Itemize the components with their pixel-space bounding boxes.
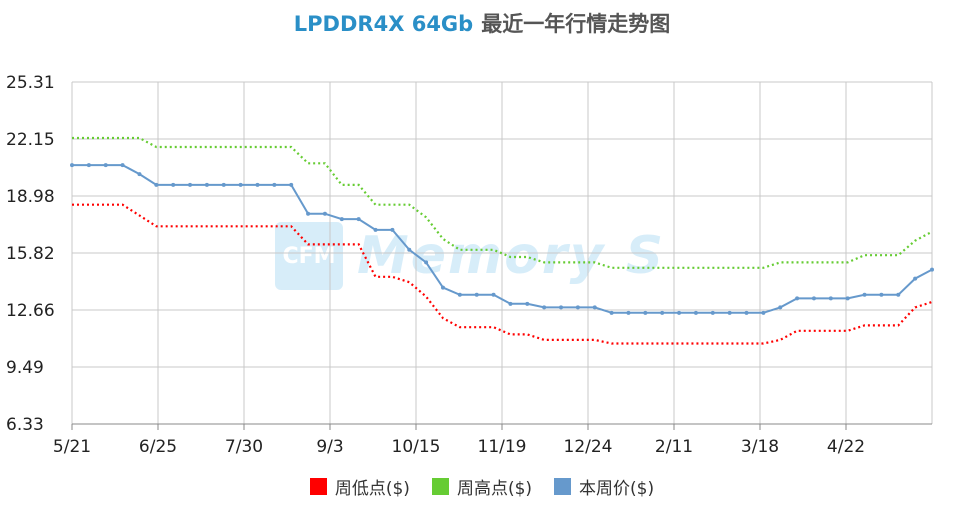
series-point-2 bbox=[795, 296, 800, 301]
x-tick-label: 5/21 bbox=[53, 437, 91, 457]
y-tick-label: 22.15 bbox=[6, 130, 55, 150]
series-point-2 bbox=[845, 296, 850, 301]
series-point-2 bbox=[592, 305, 597, 310]
legend-item-low[interactable]: 周低点($) bbox=[309, 474, 410, 499]
series-point-2 bbox=[677, 310, 682, 315]
x-tick-label: 11/19 bbox=[478, 437, 527, 457]
series-point-2 bbox=[188, 182, 193, 187]
x-tick-label: 4/22 bbox=[827, 437, 865, 457]
y-tick-label: 15.82 bbox=[6, 244, 55, 264]
series-point-2 bbox=[761, 310, 766, 315]
x-tick-label: 6/25 bbox=[139, 437, 177, 457]
series-point-2 bbox=[390, 227, 395, 232]
legend-item-high[interactable]: 周高点($) bbox=[431, 474, 533, 499]
series-line-2 bbox=[72, 164, 933, 314]
series-point-2 bbox=[744, 310, 749, 315]
series-point-2 bbox=[879, 292, 884, 297]
x-tick-label: 3/18 bbox=[741, 437, 779, 457]
series-point-2 bbox=[828, 296, 833, 301]
series-point-2 bbox=[862, 292, 867, 297]
series-point-2 bbox=[289, 182, 294, 187]
series-point-2 bbox=[171, 182, 176, 187]
series-point-2 bbox=[710, 310, 715, 315]
series-point-2 bbox=[727, 310, 732, 315]
series-point-2 bbox=[154, 182, 159, 187]
series-point-2 bbox=[407, 247, 412, 252]
legend-swatch-current bbox=[554, 478, 572, 495]
series-line-1 bbox=[72, 136, 933, 269]
legend-swatch-high bbox=[431, 478, 449, 495]
y-tick-label: 9.49 bbox=[6, 358, 44, 378]
series-point-2 bbox=[542, 305, 547, 310]
y-tick-label: 6.33 bbox=[6, 415, 44, 435]
series-point-2 bbox=[778, 305, 783, 310]
x-tick-label: 10/15 bbox=[392, 437, 441, 457]
series-point-2 bbox=[559, 305, 564, 310]
series-point-2 bbox=[238, 182, 243, 187]
series-point-2 bbox=[811, 296, 816, 301]
legend: 周低点($) 周高点($) 本周价($) bbox=[0, 474, 964, 499]
series-point-2 bbox=[424, 260, 429, 265]
chart-title-product: LPDDR4X 64Gb bbox=[293, 12, 474, 36]
series-point-2 bbox=[930, 267, 934, 272]
y-tick-label: 25.31 bbox=[6, 73, 55, 93]
series-point-2 bbox=[609, 310, 614, 315]
x-tick-label: 7/30 bbox=[225, 437, 263, 457]
y-tick-label: 12.66 bbox=[6, 301, 55, 321]
watermark-logo-icon: CFM bbox=[275, 222, 343, 290]
series-point-2 bbox=[255, 182, 260, 187]
legend-item-current[interactable]: 本周价($) bbox=[554, 474, 654, 499]
series-point-2 bbox=[120, 163, 125, 168]
series-point-2 bbox=[221, 182, 226, 187]
series-point-2 bbox=[457, 292, 462, 297]
series-point-2 bbox=[356, 217, 361, 222]
series-point-2 bbox=[339, 217, 344, 222]
legend-label-low: 周低点($) bbox=[334, 479, 410, 499]
chart-title: LPDDR4X 64Gb 最近一年行情走势图 bbox=[0, 8, 964, 38]
series-point-2 bbox=[306, 211, 311, 216]
x-tick-label: 12/24 bbox=[564, 437, 613, 457]
legend-swatch-low bbox=[309, 478, 327, 495]
series-point-2 bbox=[440, 285, 445, 290]
series-point-2 bbox=[204, 182, 209, 187]
series-point-2 bbox=[272, 182, 277, 187]
series-point-2 bbox=[508, 301, 513, 306]
series-point-2 bbox=[693, 310, 698, 315]
series-point-2 bbox=[626, 310, 631, 315]
series-point-2 bbox=[137, 172, 142, 177]
series-point-2 bbox=[103, 163, 108, 168]
series-point-2 bbox=[896, 292, 901, 297]
series-point-2 bbox=[913, 276, 918, 281]
y-tick-label: 18.98 bbox=[6, 187, 55, 207]
series-point-2 bbox=[643, 310, 648, 315]
series-point-2 bbox=[575, 305, 580, 310]
series-point-2 bbox=[322, 211, 327, 216]
series-point-2 bbox=[70, 163, 74, 168]
x-tick-label: 2/11 bbox=[655, 437, 693, 457]
series-point-2 bbox=[525, 301, 530, 306]
legend-label-current: 本周价($) bbox=[579, 479, 655, 499]
x-tick-label: 9/3 bbox=[316, 437, 343, 457]
chart-title-subtitle: 最近一年行情走势图 bbox=[481, 12, 671, 36]
series-point-2 bbox=[491, 292, 496, 297]
series-point-2 bbox=[660, 310, 665, 315]
series-point-2 bbox=[373, 227, 378, 232]
series-point-2 bbox=[474, 292, 479, 297]
legend-label-high: 周高点($) bbox=[456, 479, 533, 499]
series-point-2 bbox=[86, 163, 91, 168]
